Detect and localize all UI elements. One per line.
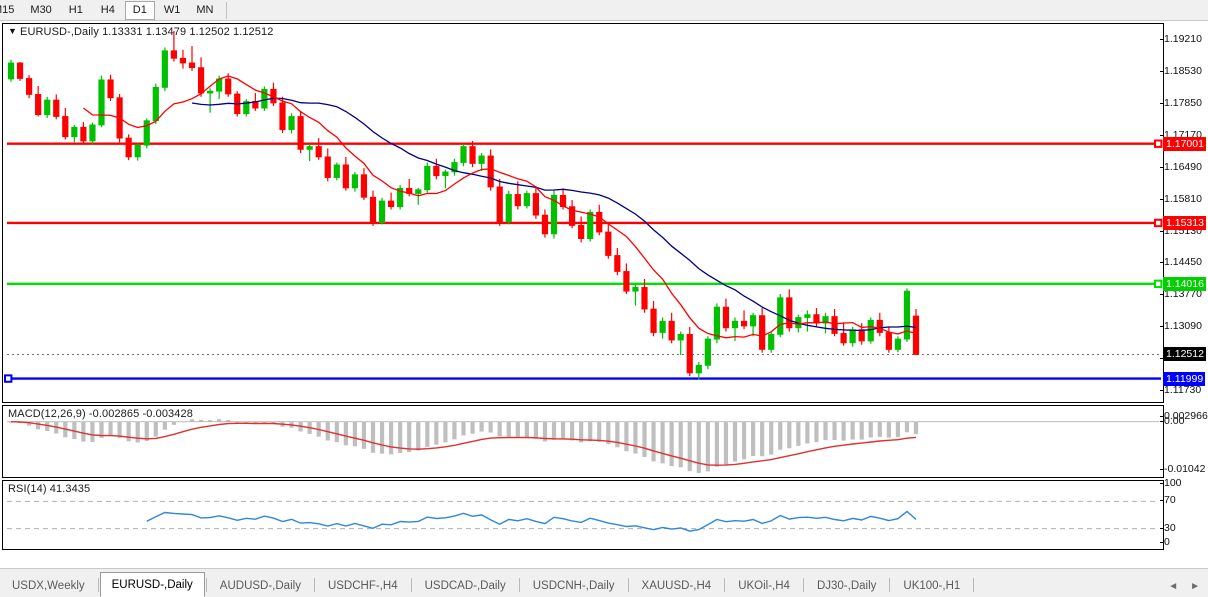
tab-separator bbox=[97, 578, 99, 592]
timeframe-button-w1[interactable]: W1 bbox=[163, 4, 181, 16]
price-pane-title: ▼ EURUSD-,Daily 1.13331 1.13479 1.12502 1… bbox=[8, 26, 273, 38]
price-scale[interactable]: 1.19210 1.18530 1.17850 1.17170 1.16490 1.158… bbox=[1159, 23, 1208, 403]
collapse-caret-icon[interactable]: ▼ bbox=[8, 26, 18, 36]
price-tick-label: 1.15810 bbox=[1160, 192, 1202, 205]
chart-frame: ▼ EURUSD-,Daily 1.13331 1.13479 1.12502 1… bbox=[0, 21, 1208, 589]
rsi-scale: 100 70 30 0 bbox=[1160, 477, 1208, 550]
macd-tick-label: -0.01042 bbox=[1159, 463, 1206, 475]
chart-tab-dj30-daily[interactable]: DJ30-,Daily bbox=[816, 580, 877, 592]
price-tick-label: 1.13770 bbox=[1160, 288, 1202, 301]
chart-tab-usdcnh-daily[interactable]: USDCNH-,Daily bbox=[532, 580, 615, 592]
chart-tab-usdx-weekly[interactable]: USDX,Weekly bbox=[12, 580, 85, 592]
tab-separator bbox=[724, 578, 726, 592]
chart-tab-xauusd-h4[interactable]: XAUUSD-,H4 bbox=[641, 580, 712, 592]
chart-tab-eurusd-daily[interactable]: EURUSD-,Daily bbox=[99, 572, 205, 597]
tab-separator bbox=[973, 578, 975, 592]
price-tick-label: 1.18530 bbox=[1160, 64, 1202, 77]
timeframe-button-mn[interactable]: MN bbox=[196, 4, 214, 16]
price-tick-label: 1.13090 bbox=[1160, 320, 1202, 333]
chart-tab-ukoil-h4[interactable]: UKOil-,H4 bbox=[738, 580, 790, 592]
timeframe-button-m30[interactable]: M30 bbox=[30, 4, 52, 16]
price-level-tag[interactable]: 1.14016 bbox=[1163, 276, 1206, 291]
chart-tab-usdcad-daily[interactable]: USDCAD-,Daily bbox=[424, 580, 506, 592]
tab-scroll-right-icon[interactable]: ► bbox=[1190, 581, 1200, 592]
tab-separator bbox=[889, 578, 891, 592]
tab-scrollers: ◄ ► bbox=[1168, 581, 1208, 597]
rsi-tick-label: 70 bbox=[1160, 494, 1176, 507]
macd-pane-title: MACD(12,26,9) -0.002865 -0.003428 bbox=[8, 408, 193, 420]
price-tick-label: 1.16490 bbox=[1160, 160, 1202, 173]
chart-tab-uk100-h1[interactable]: UK100-,H1 bbox=[903, 580, 961, 592]
price-tick-label: 1.17170 bbox=[1160, 128, 1202, 141]
price-tick-label: 1.14450 bbox=[1160, 256, 1202, 269]
tab-separator bbox=[627, 578, 629, 592]
tab-separator bbox=[205, 578, 207, 592]
macd-indicator-pane[interactable]: MACD(12,26,9) -0.002865 -0.003428 bbox=[2, 405, 1164, 478]
rsi-tick-label: 30 bbox=[1160, 521, 1176, 534]
rsi-pane-title: RSI(14) 41.3435 bbox=[8, 483, 91, 495]
price-chart-pane[interactable]: ▼ EURUSD-,Daily 1.13331 1.13479 1.12502 1… bbox=[2, 23, 1164, 403]
price-tick-label: 1.19210 bbox=[1160, 32, 1202, 45]
price-tick-label: 1.17850 bbox=[1160, 96, 1202, 109]
timeframe-button-d1[interactable]: D1 bbox=[124, 0, 155, 20]
price-level-tag[interactable]: 1.17001 bbox=[1163, 136, 1206, 151]
rsi-tick-label: 0 bbox=[1160, 536, 1170, 548]
tab-scroll-left-icon[interactable]: ◄ bbox=[1168, 581, 1179, 592]
price-level-tag[interactable]: 1.11999 bbox=[1163, 371, 1206, 386]
candlestick-canvas bbox=[4, 31, 1163, 383]
toolbar-separator bbox=[226, 1, 228, 19]
price-pane-title-text: EURUSD-,Daily 1.13331 1.13479 1.12502 1.… bbox=[20, 26, 274, 38]
macd-tick-label: 0.00 bbox=[1159, 414, 1185, 427]
timeframe-button-h1[interactable]: H1 bbox=[68, 4, 83, 16]
macd-scale: 0.002966 0.00 -0.01042 bbox=[1159, 405, 1208, 478]
rsi-canvas bbox=[7, 500, 1159, 532]
rsi-indicator-pane[interactable]: RSI(14) 41.3435 bbox=[2, 480, 1164, 550]
rsi-tick-label: 100 bbox=[1160, 477, 1182, 489]
tab-separator bbox=[802, 578, 804, 592]
chart-tab-bar: USDX,Weekly EURUSD-,Daily AUDUSD-,Daily USD… bbox=[0, 568, 1208, 597]
macd-canvas bbox=[7, 419, 1159, 473]
timeframe-button-m15[interactable]: M15 bbox=[0, 4, 15, 16]
macd-tick-label: 0.002966 bbox=[1160, 410, 1208, 422]
price-tick-label: 1.11730 bbox=[1159, 384, 1202, 397]
price-tick-label: 1.15130 bbox=[1160, 224, 1202, 237]
timeframe-toolbar: M15 M30 H1 H4 D1 W1 MN bbox=[0, 0, 1208, 21]
chart-tab-usdchf-h4[interactable]: USDCHF-,H4 bbox=[327, 580, 398, 592]
timeframe-button-h4[interactable]: H4 bbox=[100, 4, 115, 16]
price-level-tag[interactable]: 1.15313 bbox=[1163, 215, 1206, 230]
price-level-tag[interactable]: 1.12512 bbox=[1163, 347, 1206, 362]
tab-separator bbox=[410, 578, 412, 592]
chart-tab-audusd-daily[interactable]: AUDUSD-,Daily bbox=[219, 580, 301, 592]
tab-separator bbox=[313, 578, 315, 592]
tab-separator bbox=[518, 578, 520, 592]
